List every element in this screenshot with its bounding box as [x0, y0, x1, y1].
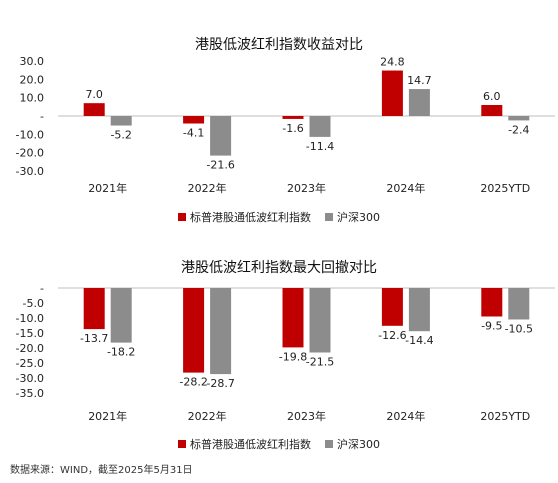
data-label: -13.7: [80, 332, 108, 345]
data-label: -5.2: [110, 129, 131, 142]
y-tick-label: -10.0: [16, 128, 44, 141]
bar-index: [183, 116, 205, 124]
data-label: -28.7: [206, 377, 234, 390]
legend-label-series2: 沪深300: [337, 211, 380, 224]
x-category-label: 2024年: [386, 181, 425, 195]
y-tick-label: -30.0: [16, 372, 44, 385]
y-tick-label: -20.0: [16, 342, 44, 355]
y-tick-label: -30.0: [16, 165, 44, 178]
data-label: -4.1: [183, 127, 204, 140]
data-label: -9.5: [481, 320, 502, 333]
x-category-label: 2021年: [88, 181, 127, 195]
legend-label-series1: 标普港股通低波红利指数: [190, 438, 311, 451]
data-source-note: 数据来源：WIND，截至2025年5月31日: [10, 465, 193, 476]
data-label: -10.5: [505, 323, 533, 336]
legend-item-series2: 沪深300: [325, 436, 380, 452]
data-label: -1.6: [282, 122, 303, 135]
bar-index: [381, 288, 403, 326]
y-tick-label: -15.0: [16, 327, 44, 340]
bar-csi300: [110, 288, 132, 343]
data-label: -21.6: [206, 159, 234, 172]
data-label: 6.0: [483, 90, 501, 103]
chart1-plot: 30.0 20.0 10.0 - -10.0 -20.0 -30.0 7.0 -5.2 2021年…: [16, 55, 555, 195]
y-tick-label: -35.0: [16, 387, 44, 400]
bar-index: [481, 105, 503, 116]
x-category-label: 2025YTD: [480, 410, 530, 423]
bar-csi300: [408, 288, 430, 332]
bar-csi300: [508, 116, 530, 121]
bar-csi300: [210, 116, 232, 156]
y-tick-label: -: [40, 110, 44, 123]
bar-csi300: [508, 288, 530, 320]
chart2-title: 港股低波红利指数最大回撤对比: [181, 260, 377, 276]
data-label: -18.2: [107, 346, 135, 359]
bar-index: [381, 70, 403, 116]
bar-csi300: [408, 89, 430, 116]
x-category-label: 2021年: [88, 409, 127, 423]
chart2-legend: 标普港股通低波红利指数 沪深300: [0, 436, 558, 452]
y-tick-label: -25.0: [16, 357, 44, 370]
y-tick-label: -10.0: [16, 312, 44, 325]
bar-csi300: [309, 116, 331, 137]
bar-index: [282, 288, 304, 348]
bar-index: [282, 116, 304, 119]
data-label: 14.7: [407, 74, 432, 87]
bar-index: [183, 288, 205, 373]
data-label: -11.4: [306, 140, 334, 153]
bar-index: [83, 103, 105, 116]
legend-label-series1: 标普港股通低波红利指数: [190, 211, 311, 224]
bar-csi300: [210, 288, 232, 375]
chart1-legend: 标普港股通低波红利指数 沪深300: [0, 209, 558, 225]
x-category-label: 2022年: [188, 181, 227, 195]
x-category-label: 2022年: [188, 409, 227, 423]
legend-item-series1: 标普港股通低波红利指数: [178, 209, 311, 225]
legend-item-series1: 标普港股通低波红利指数: [178, 436, 311, 452]
chart1-title: 港股低波红利指数收益对比: [195, 37, 363, 53]
x-category-label: 2024年: [386, 409, 425, 423]
legend-item-series2: 沪深300: [325, 209, 380, 225]
y-tick-label: 30.0: [20, 55, 45, 68]
x-category-label: 2023年: [287, 181, 326, 195]
bar-index: [481, 288, 503, 317]
data-label: -2.4: [508, 123, 529, 136]
x-category-label: 2025YTD: [480, 182, 530, 195]
data-label: 7.0: [85, 88, 103, 101]
data-label: -28.2: [179, 376, 207, 389]
y-tick-label: -: [40, 282, 44, 295]
legend-swatch-series2: [325, 213, 333, 221]
data-label: -21.5: [306, 356, 334, 369]
chart2-plot: - -5.0 -10.0 -15.0 -20.0 -25.0 -30.0 -35.0 -13.7…: [16, 282, 555, 423]
bar-index: [83, 288, 105, 330]
data-label: -14.4: [405, 334, 433, 347]
legend-label-series2: 沪深300: [337, 438, 380, 451]
x-category-label: 2023年: [287, 409, 326, 423]
bar-csi300: [309, 288, 331, 353]
legend-swatch-series1: [178, 213, 186, 221]
data-label: -12.6: [378, 329, 406, 342]
y-tick-label: -20.0: [16, 147, 44, 160]
y-tick-label: -5.0: [23, 297, 44, 310]
data-label: -19.8: [279, 350, 307, 363]
y-tick-label: 20.0: [20, 73, 45, 86]
legend-swatch-series2: [325, 440, 333, 448]
bar-csi300: [110, 116, 132, 126]
data-label: 24.8: [380, 56, 405, 69]
y-tick-label: 10.0: [20, 92, 45, 105]
legend-swatch-series1: [178, 440, 186, 448]
